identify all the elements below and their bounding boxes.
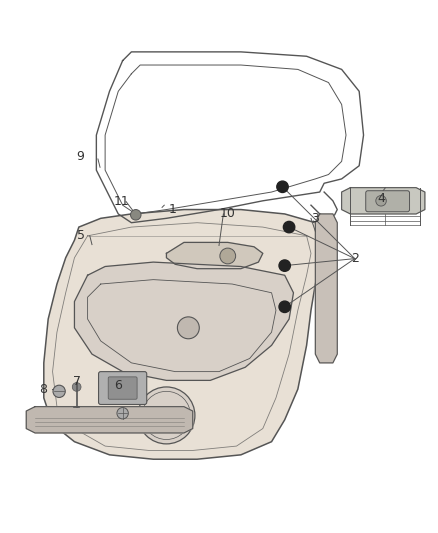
Text: 6: 6 [114, 379, 122, 392]
Circle shape [117, 408, 128, 419]
FancyBboxPatch shape [99, 372, 147, 405]
Circle shape [177, 317, 199, 339]
Text: 1: 1 [169, 203, 177, 216]
Circle shape [376, 196, 386, 206]
Circle shape [279, 301, 290, 312]
Text: 5: 5 [77, 229, 85, 243]
Text: 7: 7 [73, 375, 81, 387]
Circle shape [277, 181, 288, 192]
Circle shape [138, 387, 195, 444]
Text: 8: 8 [39, 383, 47, 395]
Polygon shape [315, 214, 337, 363]
Text: 11: 11 [114, 195, 130, 208]
Text: 2: 2 [351, 252, 359, 265]
Text: 9: 9 [76, 150, 84, 163]
Circle shape [131, 209, 141, 220]
Polygon shape [342, 188, 425, 214]
Polygon shape [74, 262, 293, 381]
Circle shape [279, 260, 290, 271]
Text: 4: 4 [377, 192, 385, 205]
Text: 3: 3 [311, 212, 319, 225]
FancyBboxPatch shape [366, 191, 410, 212]
Circle shape [53, 385, 65, 398]
Circle shape [72, 383, 81, 391]
Polygon shape [166, 243, 263, 269]
Circle shape [220, 248, 236, 264]
Polygon shape [44, 209, 324, 459]
Polygon shape [26, 407, 193, 433]
Text: 10: 10 [220, 207, 236, 221]
Circle shape [283, 221, 295, 233]
FancyBboxPatch shape [108, 377, 137, 399]
